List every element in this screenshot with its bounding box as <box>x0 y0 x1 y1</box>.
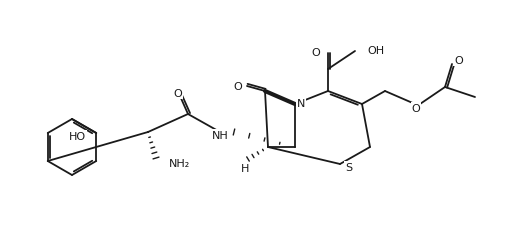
Text: O: O <box>412 104 420 113</box>
Text: HO: HO <box>69 131 86 141</box>
Text: NH₂: NH₂ <box>169 158 190 168</box>
Text: H: H <box>241 163 249 173</box>
Text: S: S <box>345 162 352 172</box>
Text: O: O <box>311 48 320 58</box>
Text: O: O <box>174 89 183 99</box>
Text: OH: OH <box>367 46 384 56</box>
Text: N: N <box>297 99 305 108</box>
Text: O: O <box>454 56 463 66</box>
Text: NH: NH <box>212 130 228 140</box>
Text: O: O <box>233 82 242 92</box>
